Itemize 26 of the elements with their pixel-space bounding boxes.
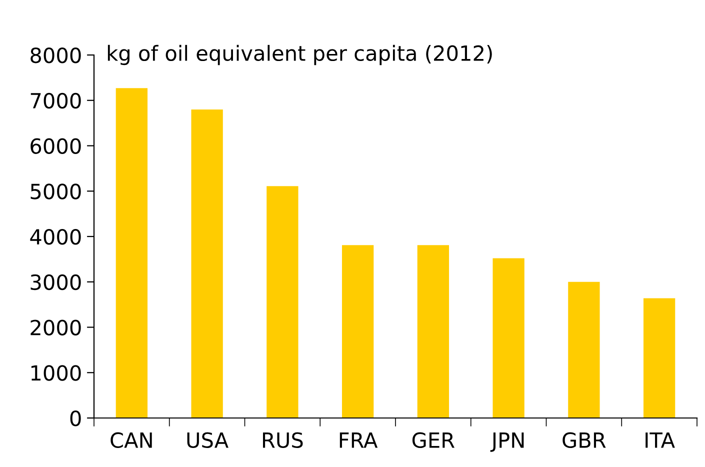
x-tick-label: FRA	[340, 432, 378, 448]
bar	[568, 282, 600, 418]
y-tick-label: 1000	[31, 365, 81, 381]
y-tick-label: 3000	[30, 274, 81, 290]
y-tick-label: 5000	[30, 184, 81, 200]
bar	[116, 88, 148, 418]
bar	[492, 258, 524, 418]
bar	[417, 245, 450, 418]
bar	[266, 186, 298, 418]
y-tick-label: 4000	[30, 228, 81, 245]
bar	[643, 298, 676, 418]
x-tick-label: RUS	[263, 432, 303, 448]
y-tick-label: 7000	[30, 92, 81, 109]
x-tick-label: USA	[187, 432, 228, 448]
bar	[191, 109, 223, 418]
x-tick-label: JPN	[490, 432, 524, 452]
x-tick-label: ITA	[646, 432, 675, 448]
bar	[342, 245, 374, 418]
y-tick-label: 6000	[30, 138, 81, 154]
x-tick-label: CAN	[110, 432, 152, 448]
y-tick-label: 8000	[30, 47, 81, 64]
x-tick-label: GBR	[562, 432, 606, 448]
y-tick-label: 0	[70, 410, 81, 426]
y-tick-label: 2000	[30, 320, 81, 336]
x-tick-label: GER	[412, 432, 454, 448]
chart-subtitle: kg of oil equivalent per capita (2012)	[108, 44, 492, 66]
